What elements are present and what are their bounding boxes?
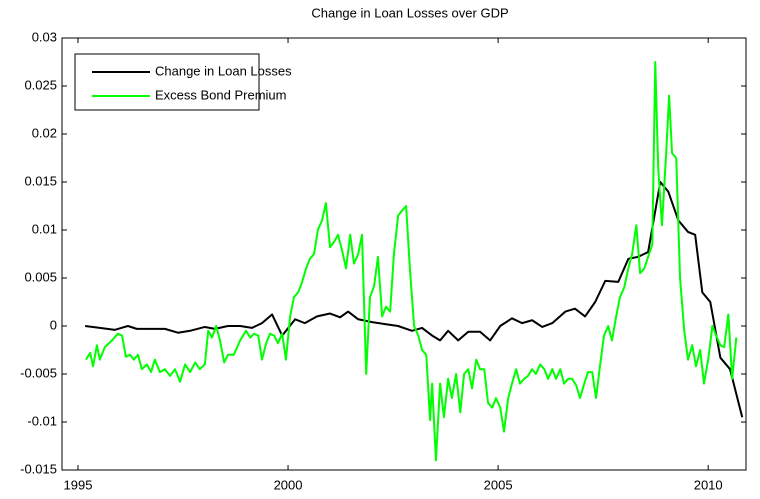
y-tick-label: 0.02	[32, 125, 57, 140]
legend-box	[74, 53, 260, 111]
y-tick-label: 0.01	[32, 221, 57, 236]
x-tick-label: 2010	[694, 477, 723, 492]
plot-frame	[61, 37, 747, 471]
legend-label: Excess Bond Premium	[155, 87, 287, 102]
y-tick-label: 0	[50, 317, 57, 332]
x-tick-label: 2000	[274, 477, 303, 492]
y-tick-label: 0.005	[24, 269, 57, 284]
legend-label: Change in Loan Losses	[155, 63, 292, 78]
chart-title: Change in Loan Losses over GDP	[311, 5, 508, 20]
y-tick-label: -0.015	[20, 461, 57, 476]
y-tick-label: 0.025	[24, 77, 57, 92]
y-tick-label: -0.01	[27, 413, 57, 428]
y-tick-label: 0.03	[32, 29, 57, 44]
y-tick-label: 0.015	[24, 173, 57, 188]
y-tick-label: -0.005	[20, 365, 57, 380]
x-tick-label: 2005	[484, 477, 513, 492]
series-line	[85, 61, 738, 462]
x-tick-label: 1995	[64, 477, 93, 492]
